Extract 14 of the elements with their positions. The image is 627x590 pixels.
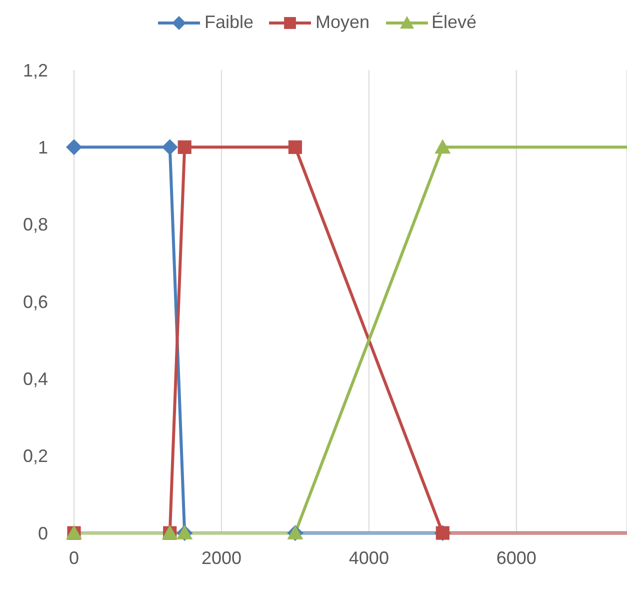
- x-tick-label: 0: [68, 548, 80, 568]
- legend-label: Faible: [203, 12, 254, 33]
- y-tick-label: 1,2: [22, 60, 48, 80]
- x-tick-label: 4000: [348, 548, 389, 568]
- legend-label: Moyen: [314, 12, 370, 33]
- y-tick-label: 1: [38, 138, 48, 158]
- x-tick-label: 6000: [496, 548, 536, 568]
- x-tick-label: 2000: [201, 548, 242, 568]
- y-tick-label: 0,2: [22, 446, 48, 466]
- y-tick-label: 0,6: [22, 292, 48, 312]
- y-tick-label: 0: [38, 523, 48, 544]
- y-tick-label: 0,8: [22, 214, 48, 235]
- legend-label: Élevé: [430, 12, 477, 33]
- y-tick-label: 0,4: [22, 369, 48, 390]
